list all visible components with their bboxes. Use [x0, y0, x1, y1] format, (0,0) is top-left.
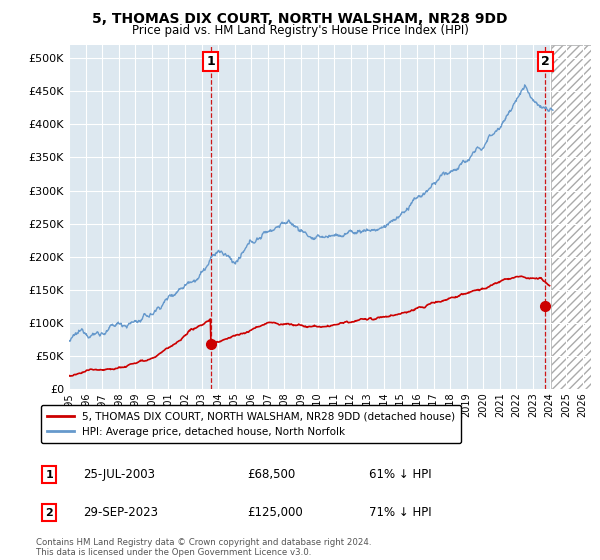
Text: 1: 1	[46, 470, 53, 480]
Bar	[551, 45, 600, 389]
Text: 1: 1	[206, 55, 215, 68]
Legend: 5, THOMAS DIX COURT, NORTH WALSHAM, NR28 9DD (detached house), HPI: Average pric: 5, THOMAS DIX COURT, NORTH WALSHAM, NR28…	[41, 405, 461, 443]
Text: 61% ↓ HPI: 61% ↓ HPI	[368, 468, 431, 481]
Text: 5, THOMAS DIX COURT, NORTH WALSHAM, NR28 9DD: 5, THOMAS DIX COURT, NORTH WALSHAM, NR28…	[92, 12, 508, 26]
Text: 2: 2	[46, 507, 53, 517]
Text: Price paid vs. HM Land Registry's House Price Index (HPI): Price paid vs. HM Land Registry's House …	[131, 24, 469, 36]
Text: 71% ↓ HPI: 71% ↓ HPI	[368, 506, 431, 519]
Text: £68,500: £68,500	[247, 468, 295, 481]
Text: Contains HM Land Registry data © Crown copyright and database right 2024.
This d: Contains HM Land Registry data © Crown c…	[36, 538, 371, 557]
Text: 25-JUL-2003: 25-JUL-2003	[83, 468, 155, 481]
Text: 29-SEP-2023: 29-SEP-2023	[83, 506, 158, 519]
Text: £125,000: £125,000	[247, 506, 303, 519]
Text: 2: 2	[541, 55, 550, 68]
